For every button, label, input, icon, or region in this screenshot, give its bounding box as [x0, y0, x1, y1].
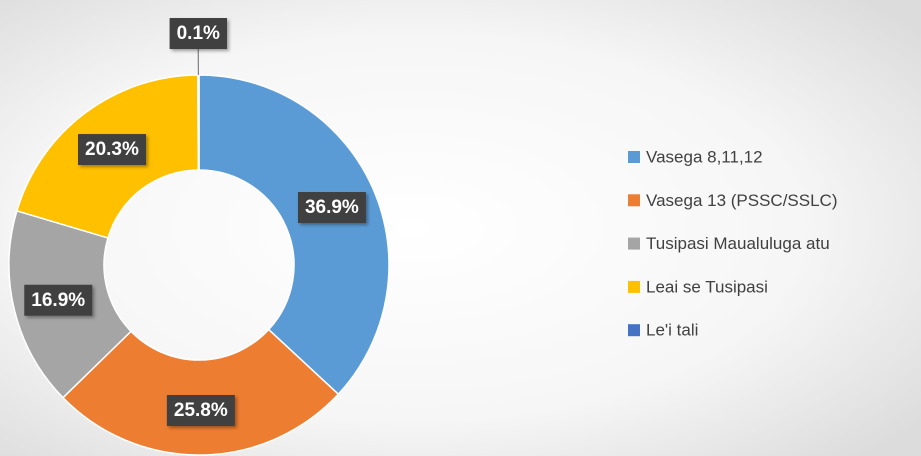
data-label-box — [297, 192, 366, 224]
slice — [198, 74, 390, 396]
data-label-box — [78, 134, 146, 166]
legend-swatch — [628, 151, 640, 163]
data-label-box — [169, 18, 228, 50]
data-label-box — [166, 395, 235, 427]
data-label: 0.1% — [177, 23, 220, 44]
data-label-box — [24, 284, 93, 316]
legend-swatch — [628, 324, 640, 337]
data-label: 25.8% — [174, 400, 228, 421]
slice — [197, 74, 200, 171]
data-label: 16.9% — [31, 290, 85, 311]
data-label: 36.9% — [305, 197, 359, 218]
legend-label: Tusipasi Maualuluga atu — [646, 234, 830, 253]
legend-label: Vasega 13 (PSSC/SSLC) — [646, 191, 838, 210]
legend-label: Leai se Tusipasi — [646, 277, 768, 296]
legend-swatch — [628, 194, 640, 207]
slice — [61, 328, 340, 456]
legend-swatch — [628, 237, 640, 250]
legend-swatch — [628, 280, 640, 293]
legend-label: Vasega 8,11,12 — [646, 147, 763, 166]
legend-label: Le'i tali — [646, 321, 698, 340]
data-label: 20.3% — [85, 139, 139, 160]
